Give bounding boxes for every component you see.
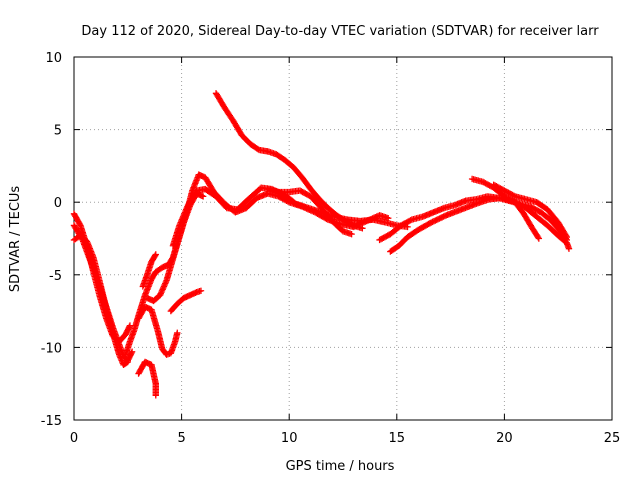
y-tick-label: -5: [49, 269, 62, 284]
x-tick-label: 5: [177, 431, 185, 446]
data-point: [152, 251, 159, 258]
data-point: [510, 192, 518, 199]
x-tick-label: 15: [389, 431, 406, 446]
data-point: [534, 234, 542, 241]
data-layer: [70, 90, 573, 399]
data-point: [359, 225, 366, 232]
y-tick-label: 10: [45, 51, 62, 66]
x-tick-label: 25: [604, 431, 621, 446]
series-arc-8: [167, 287, 205, 315]
data-point: [160, 283, 168, 290]
data-point: [124, 358, 131, 366]
axis-ticks: 0 5 10 15 20 25 -15 -10 -5 0 5 10: [41, 51, 621, 446]
series-arc-6: [139, 251, 159, 290]
data-point: [565, 245, 573, 252]
series-arc-14: [387, 194, 573, 255]
data-point: [174, 329, 181, 337]
data-point: [348, 230, 355, 238]
data-point: [128, 348, 136, 355]
data-point: [158, 289, 165, 296]
data-point: [152, 392, 159, 399]
x-tick-label: 20: [496, 431, 513, 446]
data-point: [563, 233, 571, 241]
series-arc-7: [135, 358, 159, 399]
series-arc-12: [264, 185, 355, 238]
y-tick-label: -15: [41, 414, 62, 429]
data-point: [151, 252, 159, 259]
data-point: [123, 359, 130, 366]
data-point: [199, 193, 207, 200]
y-tick-label: 0: [54, 196, 62, 211]
data-point: [126, 322, 134, 329]
series-arc-16: [490, 181, 571, 241]
x-axis-label: GPS time / hours: [286, 459, 395, 474]
series-arc-3: [70, 232, 131, 369]
x-tick-label: 10: [281, 431, 298, 446]
data-point: [407, 217, 414, 224]
data-point: [197, 287, 205, 294]
data-point: [562, 232, 570, 239]
series-arc-5: [135, 303, 181, 358]
y-tick-label: 5: [54, 124, 62, 139]
series-arc-15: [468, 175, 543, 242]
y-axis-label: SDTVAR / TECUs: [8, 186, 23, 293]
x-tick-label: 0: [70, 431, 78, 446]
y-tick-label: -10: [41, 341, 62, 356]
chart-title: Day 112 of 2020, Sidereal Day-to-day VTE…: [81, 24, 599, 39]
data-point: [535, 235, 543, 242]
series-arc-11: [212, 90, 366, 232]
